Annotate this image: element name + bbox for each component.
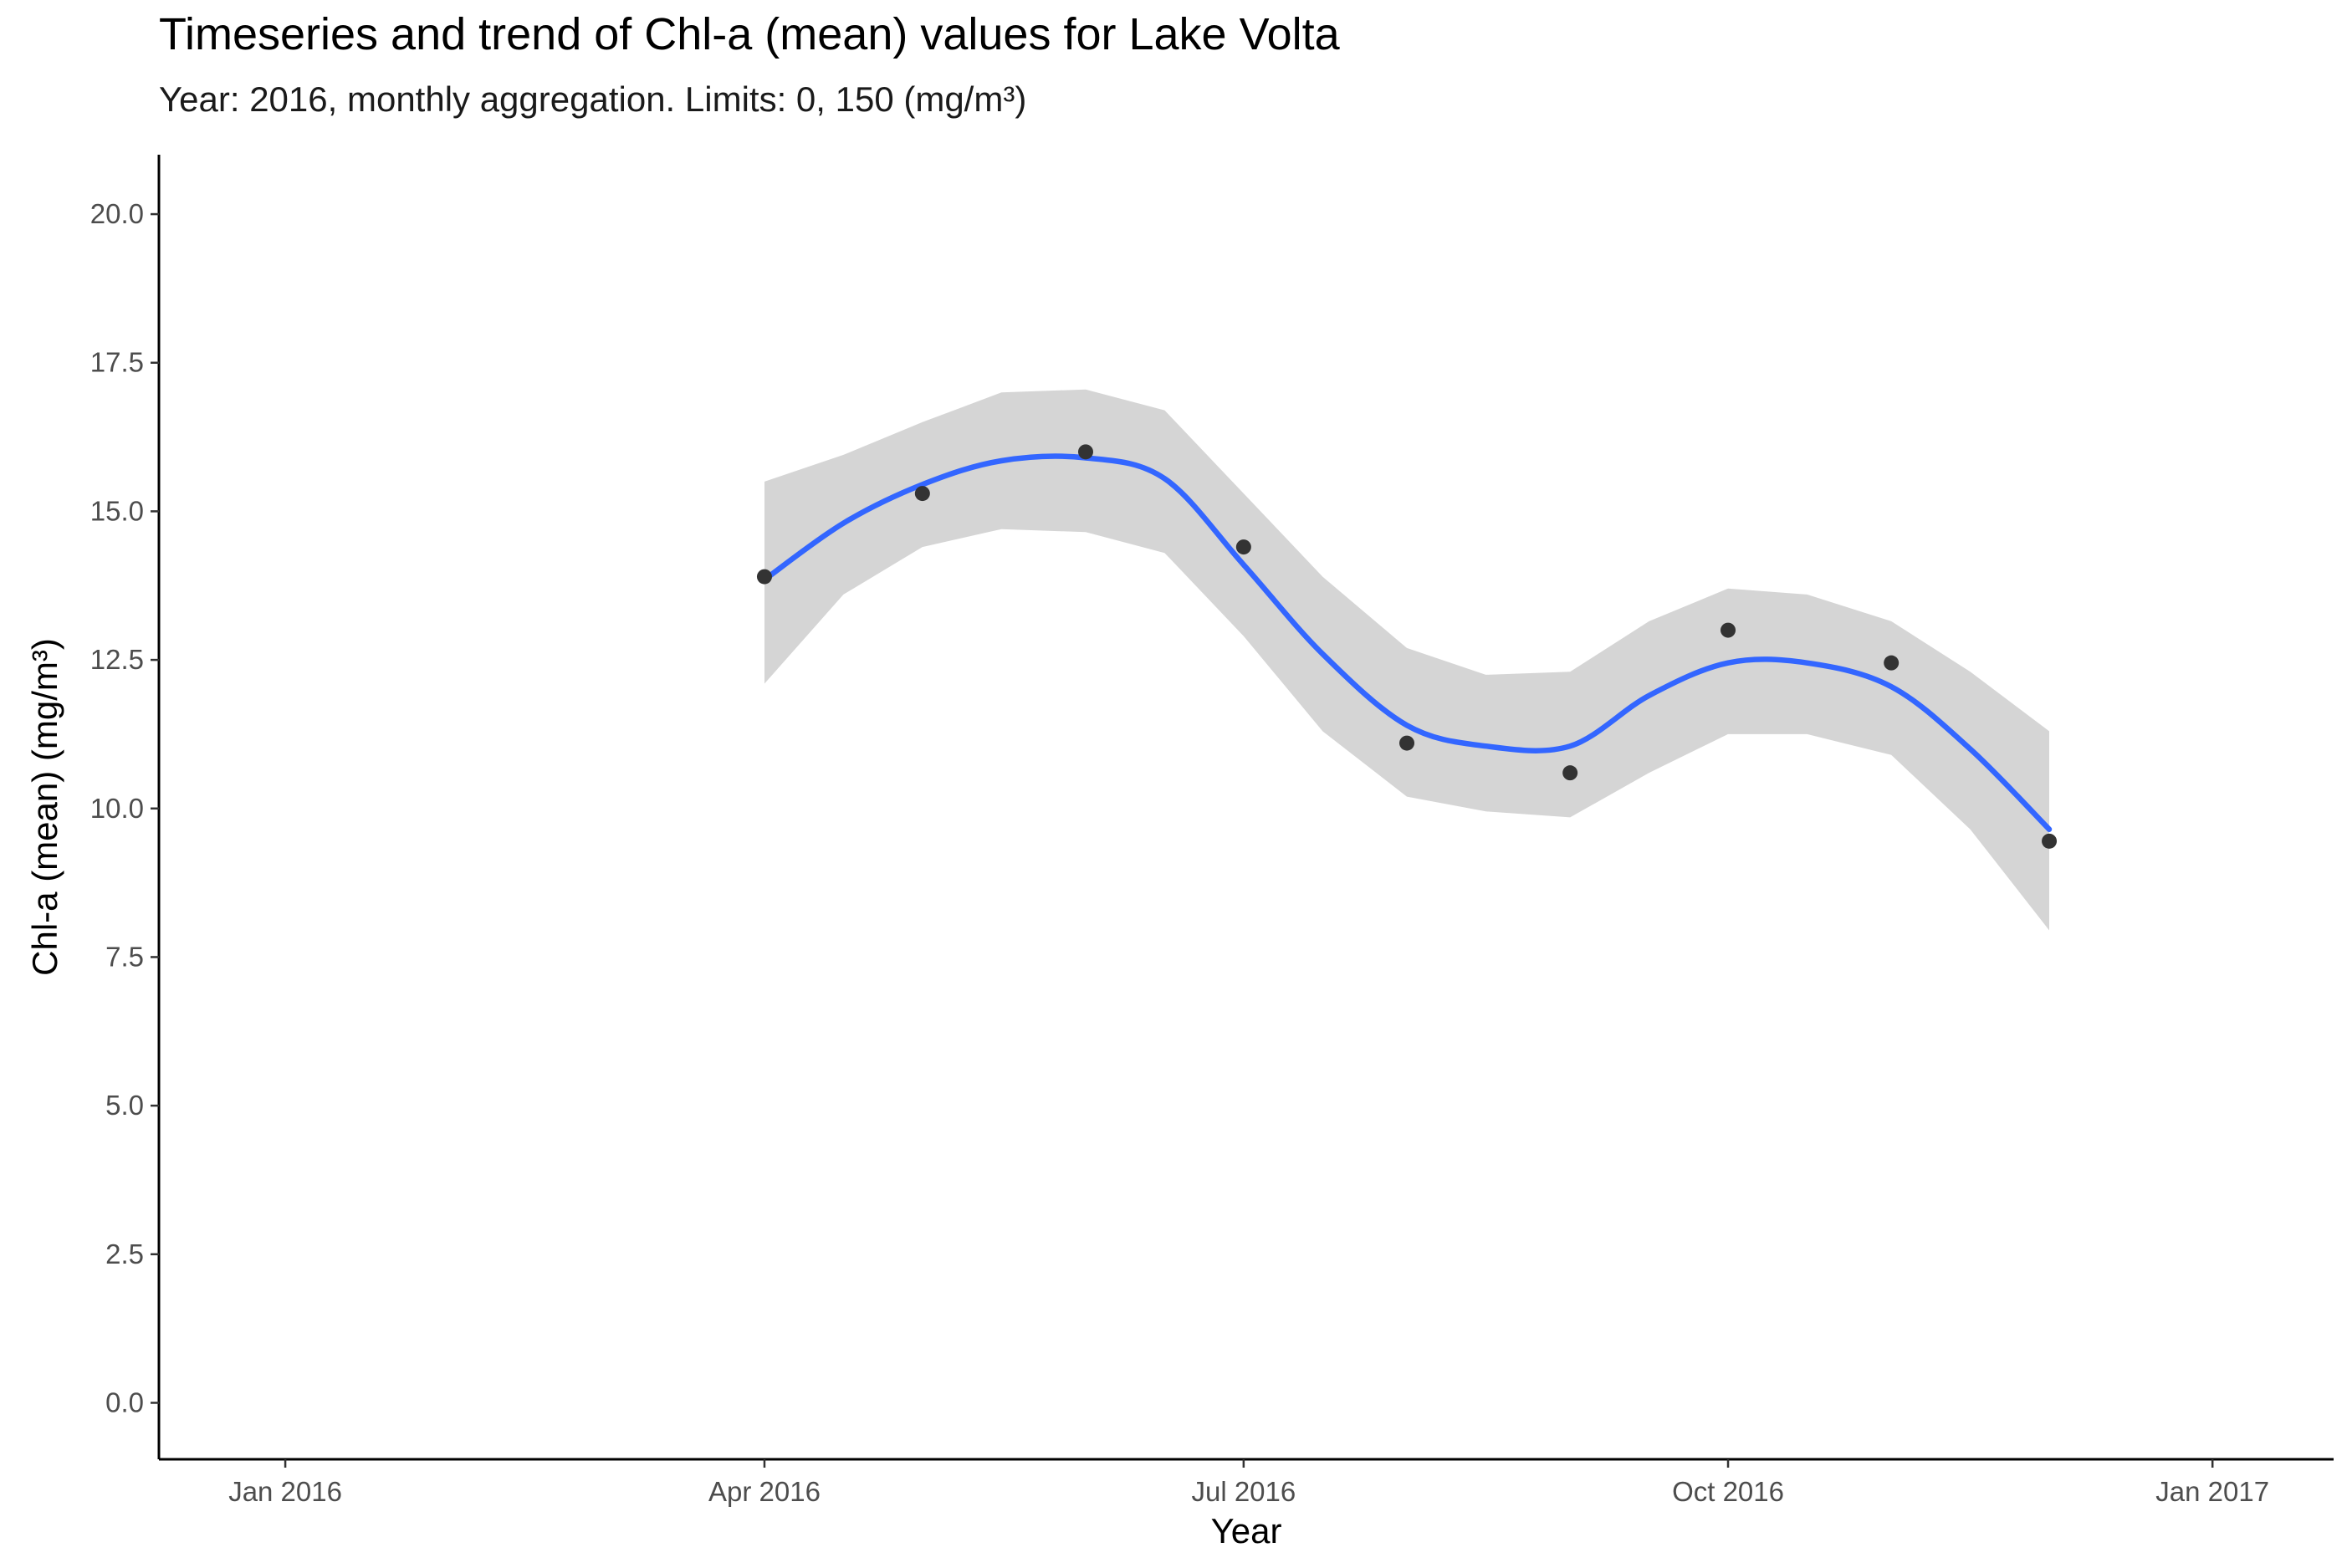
data-point [1399, 735, 1415, 751]
confidence-band [764, 389, 2049, 931]
y-axis-title: Chl-a (mean) (mg/m³) [25, 638, 64, 976]
data-point [1235, 539, 1251, 555]
y-tick-label: 15.0 [90, 495, 144, 526]
y-tick-label: 20.0 [90, 198, 144, 229]
confidence-band-layer [764, 389, 2049, 931]
y-tick-label: 12.5 [90, 644, 144, 675]
y-tick-label: 2.5 [105, 1239, 144, 1269]
x-tick-label: Jul 2016 [1191, 1476, 1296, 1507]
trend-line-layer [761, 453, 2053, 832]
x-axis-title: Year [1211, 1511, 1282, 1550]
y-tick-label: 0.0 [105, 1387, 144, 1417]
data-point [1562, 765, 1578, 781]
x-tick-label: Jan 2016 [228, 1476, 342, 1507]
trend-line [761, 453, 2053, 832]
data-point [914, 486, 930, 502]
x-tick-label: Jan 2017 [2155, 1476, 2269, 1507]
y-tick-label: 7.5 [105, 941, 144, 972]
data-point [2042, 833, 2058, 849]
data-point [1077, 444, 1093, 460]
data-point [1884, 655, 1899, 671]
data-points-layer [756, 444, 2058, 849]
y-tick-label: 10.0 [90, 793, 144, 824]
data-point [1721, 622, 1736, 638]
x-tick-label: Oct 2016 [1672, 1476, 1784, 1507]
x-tick-label: Apr 2016 [708, 1476, 821, 1507]
y-tick-label: 5.0 [105, 1090, 144, 1121]
chart-subtitle: Year: 2016, monthly aggregation. Limits:… [159, 79, 1027, 119]
data-point [756, 569, 772, 585]
axes-layer: 0.0 2.5 5.0 7.5 10.0 12.5 15.0 17.5 20.0 Jan 2016… [90, 155, 2334, 1507]
y-tick-label: 17.5 [90, 347, 144, 378]
chart-title: Timeseries and trend of Chl-a (mean) val… [159, 9, 1340, 59]
